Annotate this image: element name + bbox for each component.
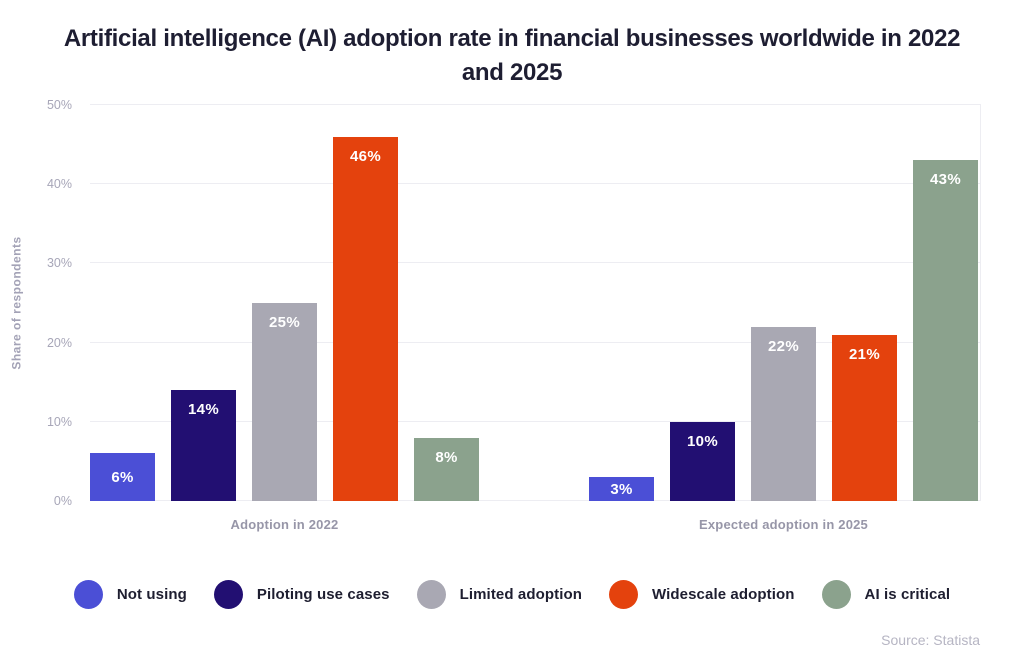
legend-label: Limited adoption [459, 585, 583, 603]
bar-expected-adoption-in-2025-piloting-use-cases: 10% [670, 421, 735, 501]
bar-value-label: 46% [350, 147, 381, 165]
legend: Not using Piloting use cases Limited adopt… [0, 578, 1024, 610]
bar-expected-adoption-in-2025-not-using: 3% [589, 477, 654, 501]
legend-item-ai-is-critical: AI is critical [821, 579, 951, 609]
chart-title: Artificial intelligence (AI) adoption ra… [63, 25, 961, 86]
bar-adoption-in-2022-widescale-adoption: 46% [333, 136, 398, 501]
bar-adoption-in-2022-not-using: 6% [90, 453, 155, 501]
bar-adoption-in-2022-ai-is-critical: 8% [414, 437, 479, 501]
y-tick-50: 50% [46, 98, 72, 112]
legend-swatch-icon [821, 579, 851, 609]
y-tick-10: 10% [46, 414, 72, 429]
source-credit: Source: Statista [881, 632, 980, 648]
bar-value-label: 10% [687, 432, 718, 450]
legend-swatch-icon [213, 579, 243, 609]
bar-adoption-in-2022-piloting-use-cases: 14% [171, 390, 236, 501]
plot-area: 6% 14% 25% 46% 8% 3% 10% 22% 21% 43% [90, 104, 981, 501]
gridline-50 [90, 104, 981, 105]
bar-value-label: 6% [111, 468, 134, 486]
y-tick-40: 40% [46, 177, 72, 192]
bar-adoption-in-2022-limited-adoption: 25% [252, 303, 317, 501]
bar-value-label: 43% [930, 171, 961, 189]
legend-label: Widescale adoption [652, 585, 795, 603]
legend-item-not-using: Not using [73, 579, 187, 609]
gridline-40 [90, 183, 981, 185]
legend-label: Not using [116, 585, 187, 603]
bar-value-label: 3% [610, 480, 633, 498]
legend-label: AI is critical [864, 585, 951, 603]
legend-item-piloting-use-cases: Piloting use cases [213, 579, 390, 609]
bar-value-label: 21% [849, 345, 880, 363]
bar-value-label: 14% [188, 401, 219, 419]
y-tick-0: 0% [53, 494, 72, 508]
y-tick-20: 20% [46, 335, 72, 350]
y-tick-30: 30% [46, 256, 72, 271]
legend-item-widescale-adoption: Widescale adoption [609, 579, 795, 609]
legend-label: Piloting use cases [256, 585, 390, 603]
bar-value-label: 25% [269, 314, 300, 331]
gridline-20 [90, 341, 981, 343]
legend-item-limited-adoption: Limited adoption [416, 579, 583, 609]
gridline-30 [90, 262, 981, 264]
gridline-0 [90, 500, 981, 501]
bar-value-label: 22% [768, 337, 799, 355]
bar-expected-adoption-in-2025-ai-is-critical: 43% [913, 160, 978, 501]
legend-swatch-icon [609, 579, 639, 609]
legend-swatch-icon [73, 579, 103, 609]
legend-swatch-icon [416, 579, 446, 609]
y-axis-ticks: 0% 10% 20% 30% 40% 50% [0, 98, 72, 508]
gridline-10 [90, 420, 981, 422]
bar-value-label: 8% [435, 448, 458, 466]
bar-expected-adoption-in-2025-widescale-adoption: 21% [832, 334, 897, 501]
bar-expected-adoption-in-2025-limited-adoption: 22% [751, 326, 816, 501]
x-category-label-2025: Expected adoption in 2025 [699, 517, 868, 532]
x-category-label-2022: Adoption in 2022 [230, 517, 339, 532]
